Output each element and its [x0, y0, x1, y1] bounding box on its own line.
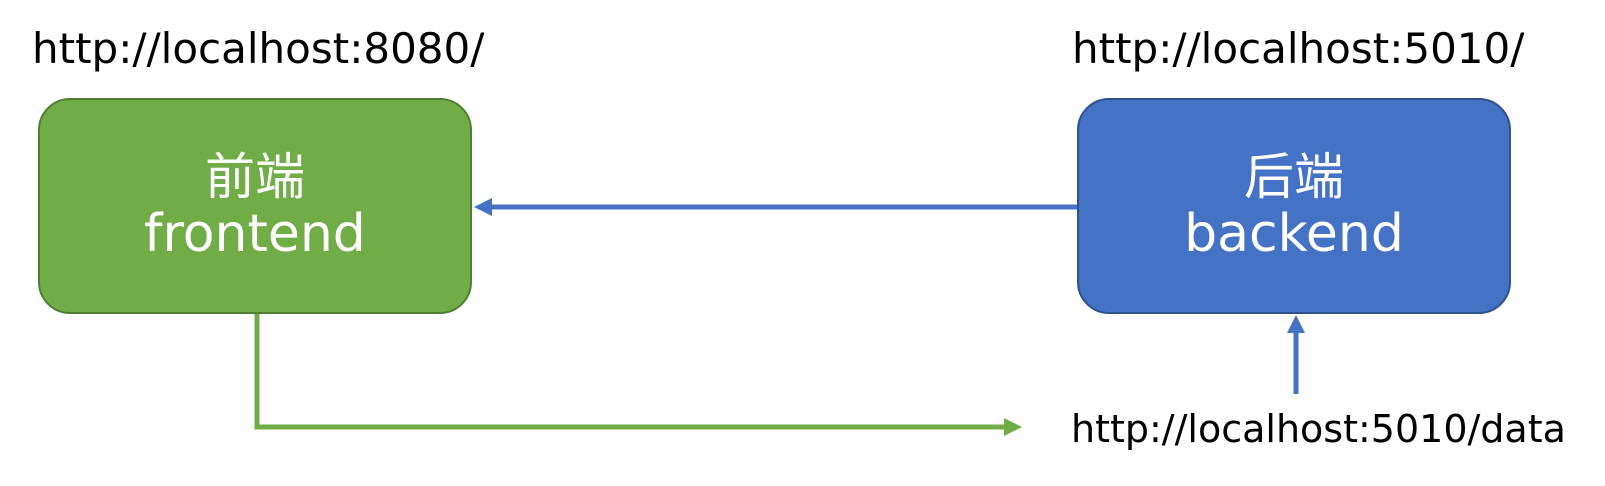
backend-title-cn: 后端 [1244, 147, 1344, 206]
edge-backend-to-frontend [474, 198, 1077, 216]
arrowhead-right-icon [1004, 418, 1022, 436]
backend-url-label: http://localhost:5010/ [1072, 24, 1525, 73]
edge-data-to-backend [1287, 315, 1305, 394]
frontend-node: 前端 frontend [38, 98, 472, 314]
frontend-title-en: frontend [144, 204, 366, 265]
backend-node: 后端 backend [1077, 98, 1511, 314]
backend-title-en: backend [1184, 204, 1404, 265]
frontend-url-label: http://localhost:8080/ [32, 24, 485, 73]
arrowhead-up-icon [1287, 315, 1305, 333]
edge-frontend-to-data [254, 314, 1022, 436]
frontend-title-cn: 前端 [205, 147, 305, 206]
data-endpoint-url-label: http://localhost:5010/data [1071, 407, 1566, 451]
edge-line [254, 314, 1005, 430]
arrowhead-left-icon [474, 198, 492, 216]
